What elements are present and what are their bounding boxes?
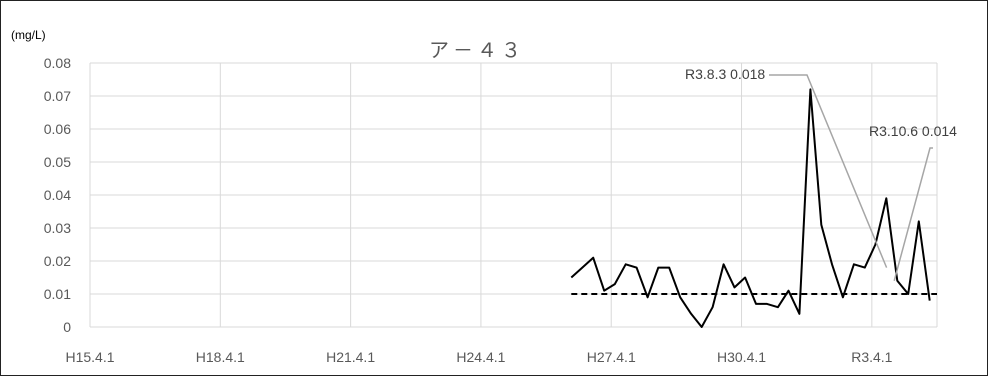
y-axis-unit-label: (mg/L) — [11, 28, 46, 42]
x-tick-label: H30.4.1 — [717, 349, 766, 365]
x-tick-label: R3.4.1 — [851, 349, 892, 365]
annotation-label: R3.10.6 0.014 — [869, 123, 957, 139]
annotations-group: R3.8.3 0.018 R3.10.6 0.014 — [685, 66, 957, 281]
annotation-leader-line — [769, 74, 888, 268]
y-tick-label: 0.08 — [44, 55, 71, 71]
series-line — [570, 88, 931, 328]
annotation-leader-line — [893, 147, 933, 281]
y-tick-label: 0.07 — [44, 88, 71, 104]
x-tick-label: H18.4.1 — [196, 349, 245, 365]
y-tick-label: 0.01 — [44, 286, 71, 302]
y-tick-label: 0.06 — [44, 121, 71, 137]
x-tick-label: H27.4.1 — [587, 349, 636, 365]
y-axis-ticks: 0 0.01 0.02 0.03 0.04 0.05 0.06 0.07 0.08 — [44, 55, 71, 335]
chart-title: ア－４３ — [429, 40, 525, 62]
y-tick-label: 0 — [63, 319, 71, 335]
y-tick-label: 0.02 — [44, 253, 71, 269]
x-tick-label: H24.4.1 — [456, 349, 505, 365]
gridlines — [89, 62, 938, 328]
y-tick-label: 0.03 — [44, 220, 71, 236]
annotation-label: R3.8.3 0.018 — [685, 66, 765, 82]
x-axis-ticks: H15.4.1 H18.4.1 H21.4.1 H24.4.1 H27.4.1 H30.4… — [65, 349, 892, 365]
series-group — [570, 88, 937, 328]
x-tick-label: H15.4.1 — [65, 349, 114, 365]
x-tick-label: H21.4.1 — [326, 349, 375, 365]
y-tick-label: 0.05 — [44, 154, 71, 170]
y-tick-label: 0.04 — [44, 187, 71, 203]
